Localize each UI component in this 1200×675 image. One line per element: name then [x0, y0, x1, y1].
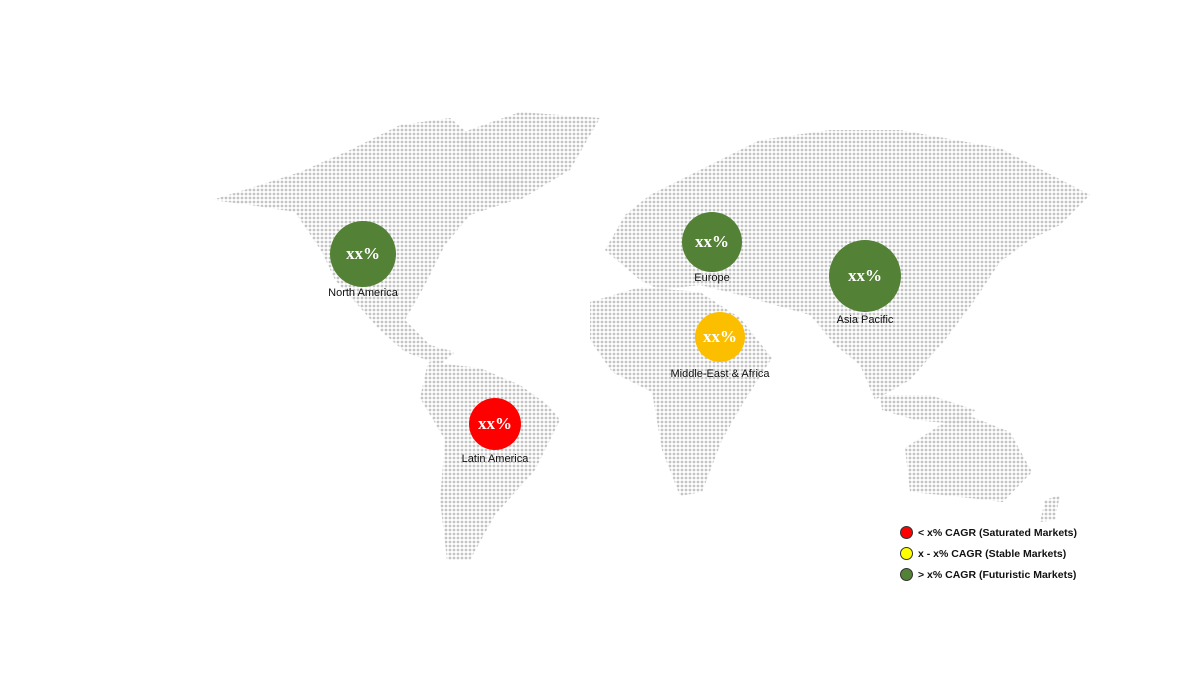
south-america-land	[420, 362, 560, 560]
new-zealand-land	[1040, 495, 1060, 522]
legend-item-futuristic: > x% CAGR (Futuristic Markets)	[900, 564, 1077, 585]
legend: < x% CAGR (Saturated Markets) x - x% CAG…	[900, 522, 1077, 585]
legend-item-stable: x - x% CAGR (Stable Markets)	[900, 543, 1077, 564]
legend-red-dot	[900, 526, 913, 539]
africa-land	[590, 287, 772, 496]
legend-label: < x% CAGR (Saturated Markets)	[918, 526, 1078, 539]
indonesia-land	[880, 395, 975, 425]
region-label-north-america: North America	[328, 287, 398, 299]
greenland-land	[455, 112, 600, 200]
region-bubble-asia-pacific: xx%	[829, 240, 901, 312]
region-bubble-north-america: xx%	[330, 221, 396, 287]
region-label-middle-east-africa: Middle-East & Africa	[670, 368, 770, 380]
legend-label: x - x% CAGR (Stable Markets)	[918, 547, 1067, 560]
australia-land	[905, 412, 1032, 502]
region-label-latin-america: Latin America	[461, 453, 529, 465]
region-bubble-middle-east-africa: xx%	[695, 312, 745, 362]
legend-label: > x% CAGR (Futuristic Markets)	[918, 568, 1077, 581]
region-bubble-latin-america: xx%	[469, 398, 521, 450]
region-label-asia-pacific: Asia Pacific	[836, 314, 894, 326]
region-label-europe: Europe	[694, 272, 730, 284]
legend-green-dot	[900, 568, 913, 581]
region-bubble-europe: xx%	[682, 212, 742, 272]
legend-item-saturated: < x% CAGR (Saturated Markets)	[900, 522, 1077, 543]
legend-yellow-dot	[900, 547, 913, 560]
